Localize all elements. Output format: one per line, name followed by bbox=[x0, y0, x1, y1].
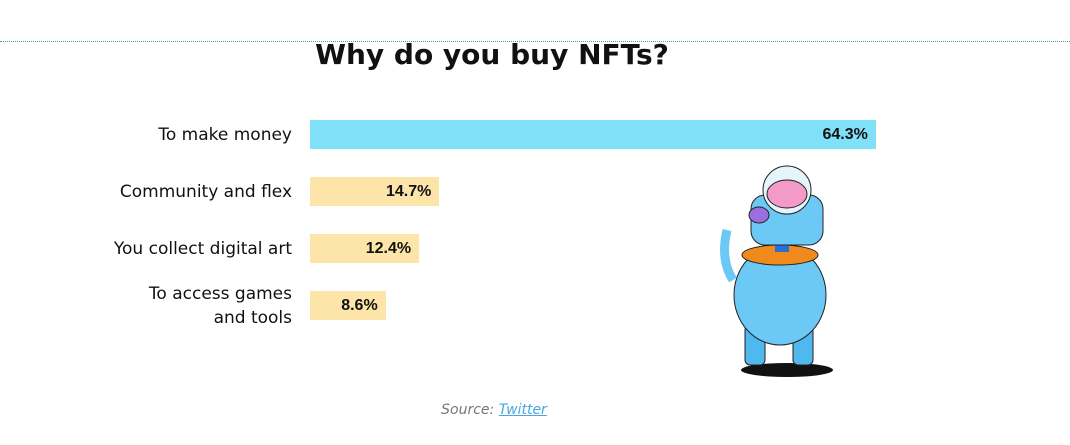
category-label: To make money bbox=[158, 124, 292, 145]
bar: 12.4% bbox=[310, 234, 420, 263]
value-label: 12.4% bbox=[365, 240, 412, 257]
source-label: Source: bbox=[441, 402, 495, 418]
bar: 14.7% bbox=[310, 177, 440, 206]
value-label: 8.6% bbox=[341, 297, 378, 314]
source-link[interactable]: Twitter bbox=[498, 402, 547, 418]
divider bbox=[0, 41, 1070, 42]
category-label: To access games and tools bbox=[148, 283, 292, 328]
chart-title: Why do you buy NFTs? bbox=[315, 38, 669, 71]
category-label: You collect digital art bbox=[113, 238, 292, 259]
bar: 64.3% bbox=[310, 120, 876, 149]
value-label: 14.7% bbox=[385, 183, 432, 200]
category-label: Community and flex bbox=[119, 181, 292, 202]
source: Source: Twitter bbox=[0, 402, 988, 418]
value-label: 64.3% bbox=[822, 126, 868, 143]
robot-illustration bbox=[720, 165, 833, 377]
bar: 8.6% bbox=[310, 291, 386, 320]
